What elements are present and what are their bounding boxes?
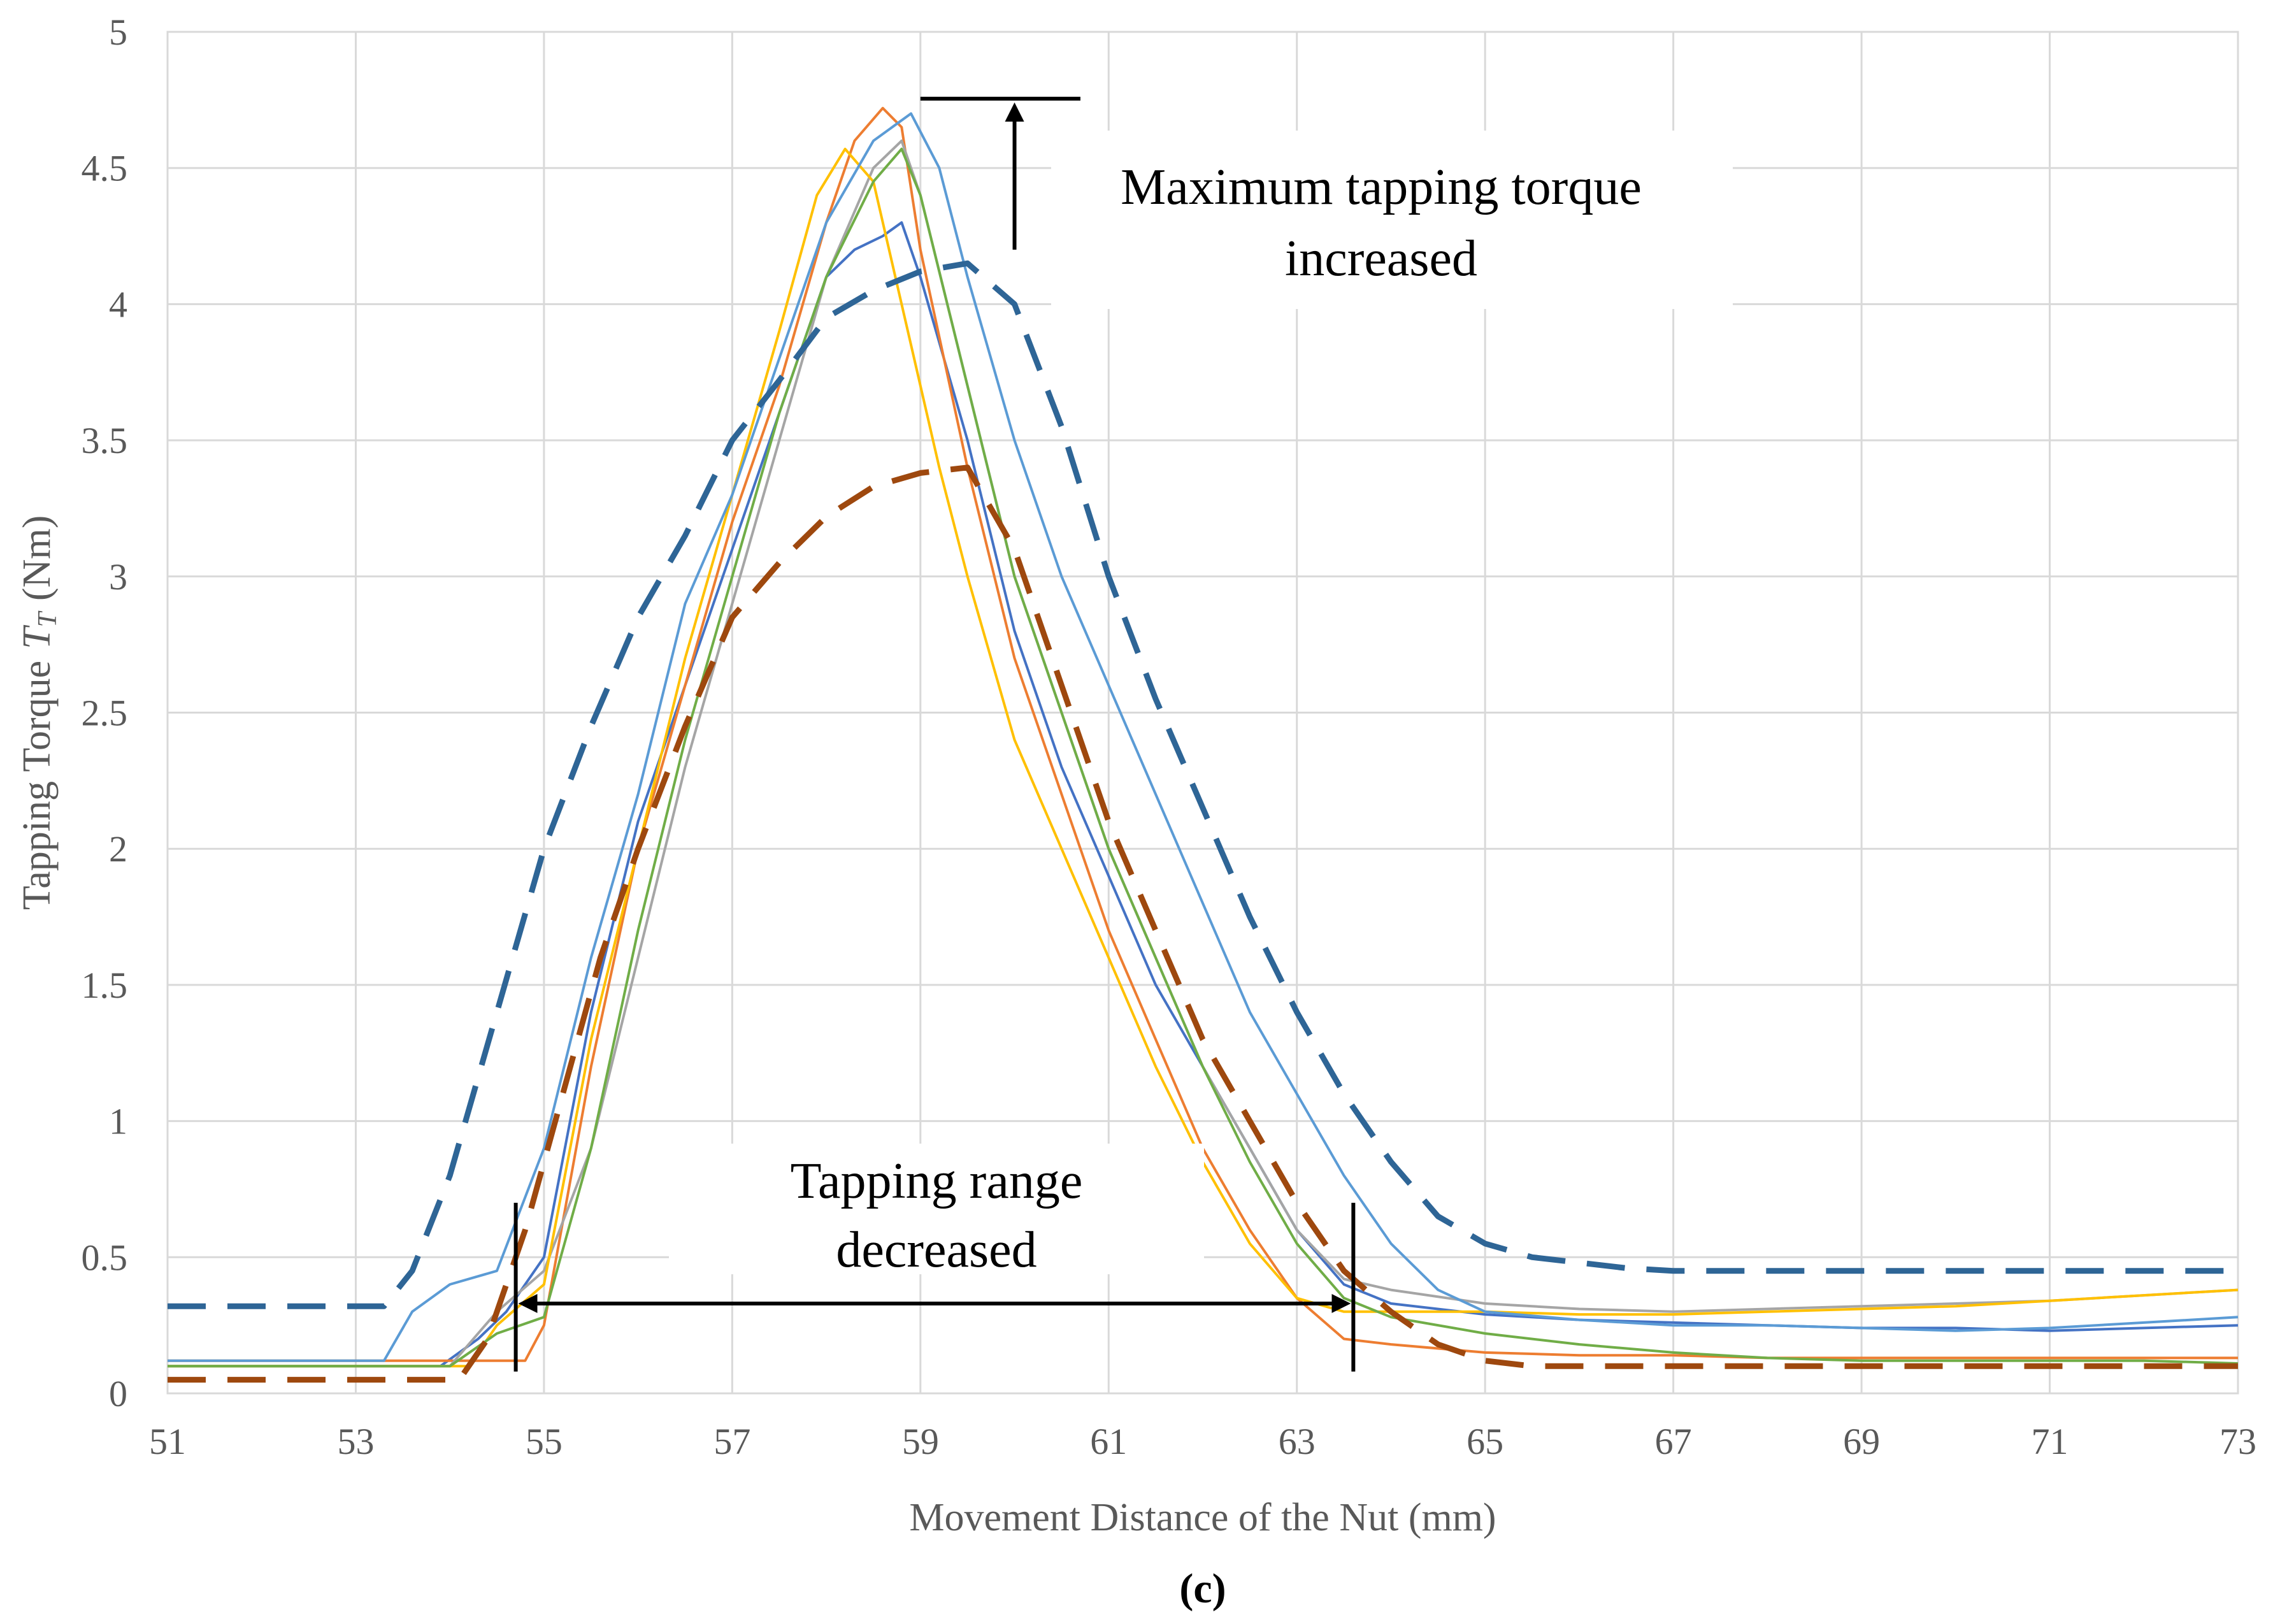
tapping-range-label-line-1: Tapping range	[791, 1153, 1083, 1209]
series-line-model-2	[168, 464, 2238, 1383]
y-tick-label: 4	[109, 284, 127, 325]
x-tick-label: 55	[526, 1421, 563, 1462]
y-tick-label: 2.5	[82, 693, 128, 734]
y-axis-title: Tapping Torque TT (Nm)	[15, 515, 62, 910]
x-tick-label: 53	[337, 1421, 374, 1462]
x-tick-label: 57	[713, 1421, 750, 1462]
y-tick-label: 1.5	[82, 965, 128, 1006]
y-tick-label: 3	[109, 556, 127, 598]
max-torque-label-box	[1051, 131, 1733, 309]
series-line-measured-5	[168, 112, 2239, 1362]
x-tick-label: 73	[2219, 1421, 2256, 1462]
series-line-measured-6	[168, 147, 2239, 1368]
max-torque-label-line-1: Maximum tapping torque	[1121, 159, 1642, 215]
x-tick-label: 63	[1279, 1421, 1316, 1462]
y-tick-label: 2	[109, 828, 127, 870]
tapping-range-label-box	[669, 1144, 1204, 1274]
x-tick-label: 59	[902, 1421, 939, 1462]
y-tick-label: 5	[109, 11, 127, 53]
x-tick-label: 67	[1655, 1421, 1692, 1462]
y-tick-label: 4.5	[82, 148, 128, 189]
series-line-model-1	[168, 260, 2238, 1309]
max-torque-label-line-2: increased	[1285, 231, 1477, 287]
x-tick-label: 65	[1466, 1421, 1503, 1462]
y-axis-title-subscript: T	[33, 610, 62, 627]
y-tick-label: 0.5	[82, 1237, 128, 1278]
x-axis-tick-labels: 51 53 55 57 59 61 63 65 67 69 71 73	[149, 1421, 2256, 1462]
x-tick-label: 51	[149, 1421, 186, 1462]
y-axis-title-symbol: T	[15, 624, 59, 649]
y-tick-label: 3.5	[82, 420, 128, 461]
figure-caption: (c)	[1179, 1565, 1226, 1612]
x-axis-title: Movement Distance of the Nut (mm)	[909, 1496, 1496, 1539]
x-tick-label: 71	[2032, 1421, 2069, 1462]
data-series-group	[168, 106, 2239, 1383]
tapping-range-label-line-2: decreased	[836, 1222, 1036, 1278]
x-tick-label: 61	[1090, 1421, 1127, 1462]
plot-area-border	[166, 31, 2239, 1395]
series-line-measured-4	[168, 147, 2239, 1368]
y-tick-label: 1	[109, 1101, 127, 1142]
y-axis-title-text: Tapping Torque	[15, 661, 59, 910]
x-tick-label: 69	[1843, 1421, 1880, 1462]
y-tick-label: 0	[109, 1373, 127, 1414]
y-axis-tick-labels: 0 0.5 1 1.5 2 2.5 3 3.5 4 4.5 5	[82, 11, 128, 1414]
y-axis-title-unit: (Nm)	[15, 515, 59, 601]
